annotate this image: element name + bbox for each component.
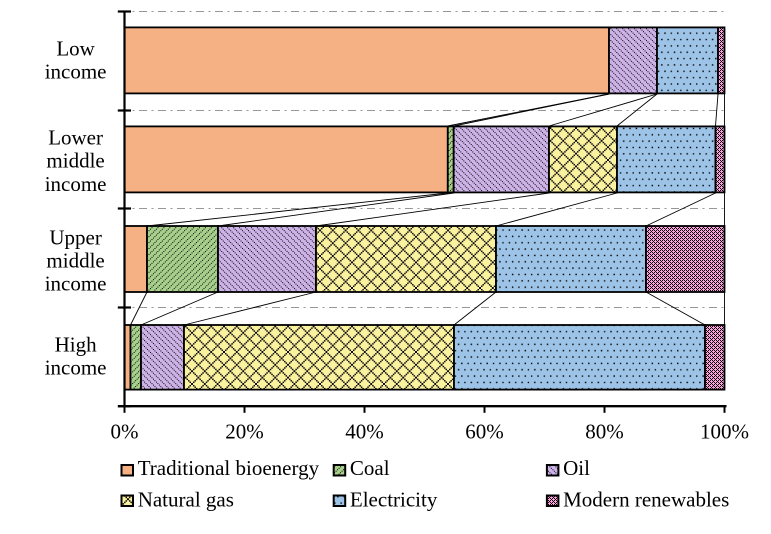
svg-text:middle: middle bbox=[46, 149, 104, 173]
svg-text:income: income bbox=[45, 172, 107, 196]
svg-text:Low: Low bbox=[56, 36, 95, 60]
svg-text:income: income bbox=[45, 272, 107, 296]
svg-text:Traditional bioenergy: Traditional bioenergy bbox=[138, 456, 320, 480]
svg-text:High: High bbox=[55, 332, 98, 356]
svg-text:100%: 100% bbox=[700, 420, 749, 444]
svg-text:Oil: Oil bbox=[563, 456, 590, 480]
svg-text:40%: 40% bbox=[345, 420, 384, 444]
svg-text:income: income bbox=[45, 59, 107, 83]
svg-text:middle: middle bbox=[46, 249, 104, 273]
svg-text:Upper: Upper bbox=[49, 225, 101, 249]
svg-text:Modern renewables: Modern renewables bbox=[563, 487, 729, 511]
svg-text:Lower: Lower bbox=[48, 126, 103, 150]
svg-text:Coal: Coal bbox=[350, 456, 390, 480]
svg-text:0%: 0% bbox=[111, 420, 139, 444]
svg-text:Natural gas: Natural gas bbox=[138, 487, 234, 511]
svg-text:60%: 60% bbox=[465, 420, 504, 444]
svg-text:income: income bbox=[45, 355, 107, 379]
svg-text:Electricity: Electricity bbox=[350, 487, 438, 511]
svg-text:20%: 20% bbox=[225, 420, 264, 444]
svg-text:80%: 80% bbox=[585, 420, 624, 444]
